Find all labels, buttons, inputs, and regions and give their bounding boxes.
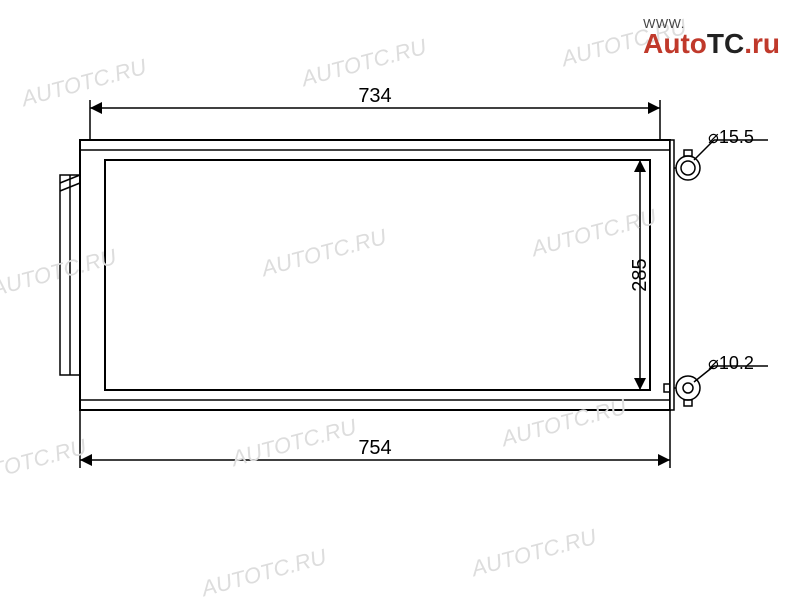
svg-text:⌀15.5: ⌀15.5 — [708, 127, 754, 147]
svg-text:285: 285 — [629, 258, 651, 291]
logo-brand-ru: .ru — [744, 28, 780, 59]
svg-text:⌀10.2: ⌀10.2 — [708, 353, 754, 373]
site-logo: WWW. AutoTC.ru — [643, 16, 780, 56]
logo-brand-a: Auto — [643, 28, 707, 59]
svg-text:754: 754 — [358, 437, 391, 459]
technical-drawing: 734 754 285 ⌀15.5 ⌀10.2 — [0, 0, 800, 600]
logo-brand-tc: TC — [707, 28, 744, 59]
svg-text:734: 734 — [358, 85, 391, 107]
